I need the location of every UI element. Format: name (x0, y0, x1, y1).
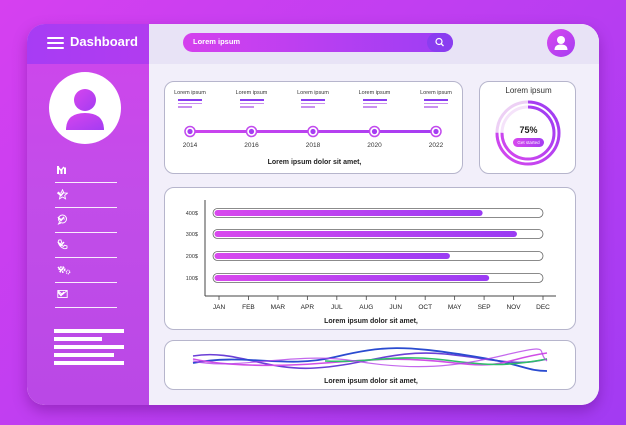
dashboard-window: Dashboard (27, 24, 599, 405)
bar-fill[interactable] (214, 210, 483, 216)
bar-chart-icon (57, 166, 66, 174)
y-tick-label: 200$ (186, 254, 198, 260)
sidebar-item-calls[interactable] (55, 233, 117, 258)
sidebar-menu (55, 158, 117, 308)
sidebar-item-mail[interactable] (55, 283, 117, 308)
timeline-text-line (178, 99, 202, 101)
timeline-text-line (178, 102, 202, 105)
timeline-title: Lorem ipsum (174, 90, 206, 96)
hamburger-menu-icon[interactable] (47, 37, 64, 49)
bar-fill[interactable] (214, 253, 450, 259)
x-tick-label: NOV (506, 304, 521, 311)
x-tick-label: JUN (389, 304, 402, 311)
chevron-down-icon (57, 216, 65, 222)
sidebar-item-stats[interactable] (55, 158, 117, 183)
search-input[interactable]: Lorem ipsum (193, 37, 241, 46)
profile-avatar[interactable] (49, 72, 121, 144)
timeline-text-line (239, 102, 264, 105)
bar-fill[interactable] (214, 231, 517, 237)
sidebar-item-favorites[interactable] (55, 183, 117, 208)
sidebar-item-settings[interactable] (55, 258, 117, 283)
timeline-title: Lorem ipsum (297, 90, 329, 96)
y-tick-label: 100$ (186, 276, 198, 282)
search-button[interactable] (427, 33, 453, 52)
x-tick-label: APR (301, 304, 315, 311)
app-title: Dashboard (70, 34, 138, 49)
timeline-text-line (239, 106, 254, 108)
timeline-text-line (362, 99, 387, 101)
get-started-button[interactable]: Get started (513, 138, 544, 147)
timeline-title: Lorem ipsum (235, 90, 268, 96)
timeline-text-line (362, 102, 387, 105)
timeline-title: Lorem ipsum (358, 90, 391, 96)
wave-graph (192, 347, 548, 372)
timeline-text-line (424, 99, 448, 101)
wave-caption: Lorem ipsum dolor sit amet, (324, 378, 418, 385)
sidebar-item-messages[interactable] (55, 208, 117, 233)
y-tick-label: 400$ (186, 211, 198, 217)
timeline-title: Lorem ipsum (420, 90, 452, 96)
timeline-card: Lorem ipsum 2014 Lorem ipsum 2016 Lorem ipsu… (164, 81, 463, 174)
sidebar-text-placeholder (54, 329, 124, 369)
x-tick-label: SEP (478, 304, 491, 311)
progress-title: Lorem ipsum (505, 86, 552, 95)
x-tick-label: FEB (242, 304, 255, 311)
sidebar: Dashboard (27, 24, 149, 405)
timeline-text-line (424, 102, 448, 105)
timeline-year: 2020 (367, 142, 382, 149)
bar-chart-caption: Lorem ipsum dolor sit amet, (324, 318, 418, 325)
x-tick-label: JUL (331, 304, 343, 311)
x-tick-label: JAN (213, 304, 226, 311)
chevron-down-icon (57, 191, 65, 197)
timeline-graphic (184, 125, 442, 138)
x-tick-label: MAR (271, 304, 286, 311)
progress-ring (495, 100, 561, 166)
timeline-text-line (301, 106, 315, 108)
x-tick-label: AUG (359, 304, 373, 311)
x-tick-label: MAY (448, 304, 462, 311)
search-icon (435, 37, 444, 47)
timeline-year: 2016 (244, 142, 259, 149)
timeline-caption: Lorem ipsum dolor sit amet, (267, 159, 362, 166)
timeline-text-line (362, 106, 377, 108)
user-avatar[interactable] (547, 29, 575, 57)
timeline-text-line (424, 106, 438, 108)
timeline-text-line (301, 99, 325, 101)
main-content: Lorem ipsum Lorem ipsum 2014 Lorem ipsum 20… (149, 24, 599, 405)
bar-chart-card: 400$ 300$ 200$ 100$ JAN FEB MAR APR JUL AUG JUN OCT… (164, 187, 576, 330)
chevron-down-icon (57, 291, 65, 297)
timeline-year: 2014 (182, 142, 198, 149)
timeline-text-line (178, 106, 192, 108)
x-tick-label: OCT (418, 304, 432, 311)
bar-chart: 400$ 300$ 200$ 100$ JAN FEB MAR APR JUL AUG JUN OCT… (186, 200, 556, 311)
chevron-down-icon (57, 266, 65, 272)
progress-card: Lorem ipsum 75% Get started (479, 81, 576, 174)
timeline-text-line (239, 99, 264, 101)
chevron-down-icon (57, 241, 65, 247)
x-tick-label: DEC (536, 304, 550, 311)
timeline-year: 2018 (305, 142, 321, 149)
wave-card: Lorem ipsum dolor sit amet, (164, 340, 576, 390)
bar-fill[interactable] (214, 275, 490, 281)
search-bar[interactable]: Lorem ipsum (183, 33, 453, 52)
sidebar-header: Dashboard (27, 24, 149, 64)
user-icon (66, 89, 104, 130)
progress-value: 75% (519, 125, 538, 135)
timeline-year: 2022 (428, 142, 444, 149)
timeline-text-line (301, 102, 325, 105)
y-tick-label: 300$ (186, 232, 198, 238)
user-icon (554, 36, 568, 50)
chevron-down-icon (57, 166, 65, 172)
top-bar: Lorem ipsum (149, 24, 599, 64)
